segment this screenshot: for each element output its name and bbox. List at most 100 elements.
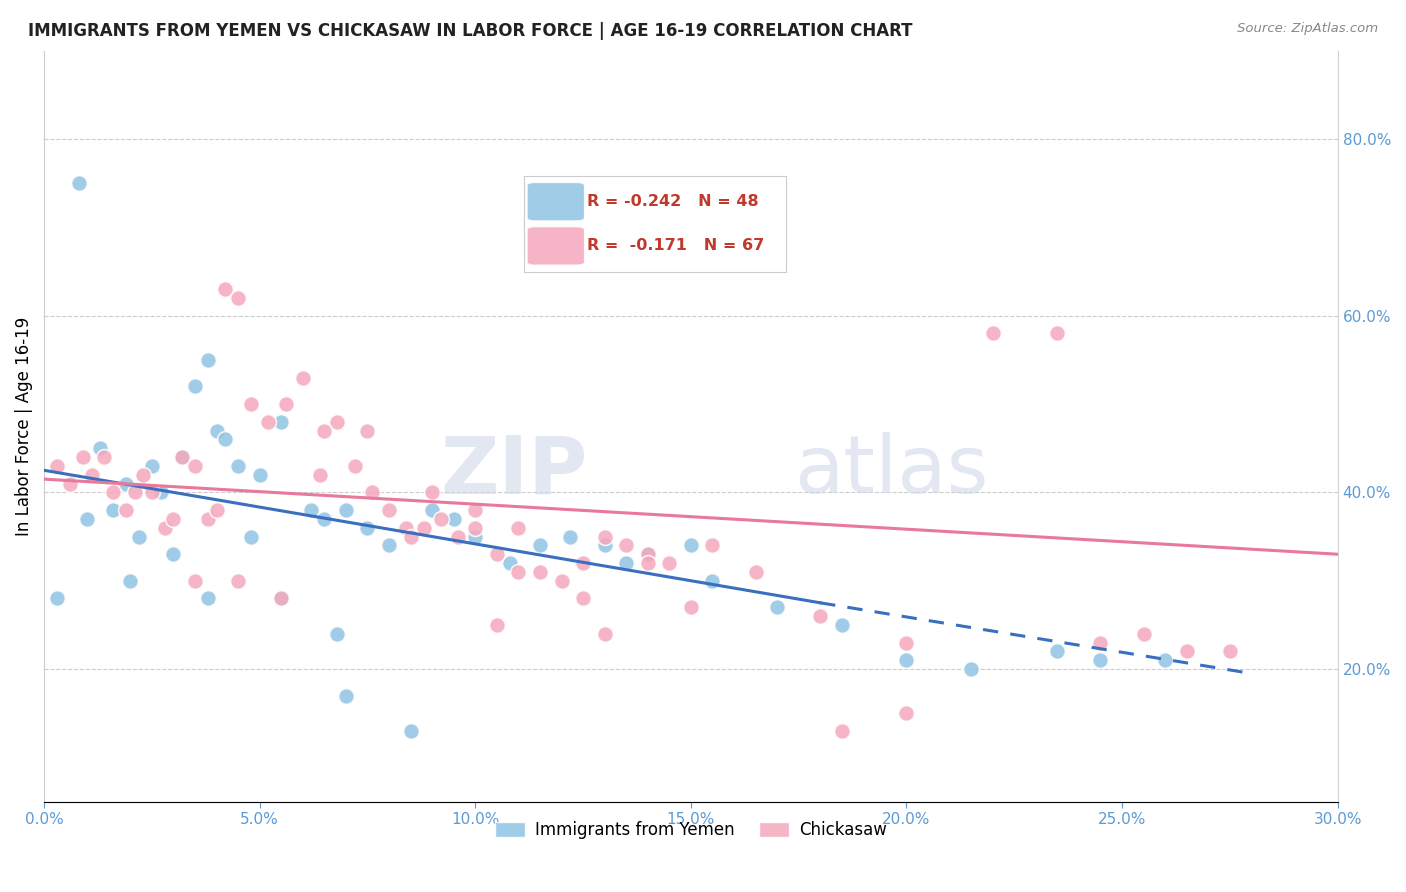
Text: R = -0.242   N = 48: R = -0.242 N = 48 [588, 194, 759, 210]
Point [214, 433, 236, 447]
Point [128, 530, 150, 544]
Point [808, 609, 831, 624]
Point [162, 547, 184, 561]
Point [205, 503, 228, 517]
Point [184, 574, 207, 588]
Point [80, 467, 103, 482]
Point [831, 618, 853, 632]
Point [960, 662, 983, 676]
Point [499, 556, 522, 570]
Point [72, 450, 94, 464]
Point [314, 512, 336, 526]
Point [46, 458, 69, 473]
Point [184, 458, 207, 473]
Point [981, 326, 1004, 341]
Point [46, 591, 69, 606]
Point [270, 591, 292, 606]
Point [67, 176, 90, 190]
Point [399, 723, 422, 738]
Legend: Immigrants from Yemen, Chickasaw: Immigrants from Yemen, Chickasaw [488, 814, 894, 846]
Point [896, 635, 918, 649]
Point [249, 467, 271, 482]
Point [326, 415, 349, 429]
Point [356, 521, 378, 535]
Point [1046, 326, 1069, 341]
Point [1090, 653, 1112, 667]
Point [153, 521, 176, 535]
Point [301, 503, 323, 517]
Point [141, 458, 163, 473]
Point [420, 485, 443, 500]
Point [702, 574, 724, 588]
Point [197, 512, 219, 526]
Point [101, 503, 124, 517]
Point [314, 424, 336, 438]
Point [274, 397, 297, 411]
Point [766, 600, 789, 615]
Point [1132, 626, 1154, 640]
Text: Source: ZipAtlas.com: Source: ZipAtlas.com [1237, 22, 1378, 36]
Point [485, 618, 508, 632]
Point [1175, 644, 1198, 658]
Point [89, 441, 111, 455]
Point [485, 547, 508, 561]
Point [637, 556, 659, 570]
Point [529, 565, 551, 579]
Point [124, 485, 146, 500]
Point [420, 503, 443, 517]
Point [447, 530, 470, 544]
Point [430, 512, 453, 526]
Point [214, 282, 236, 296]
Point [614, 538, 637, 552]
Point [443, 512, 465, 526]
Point [335, 689, 357, 703]
Point [637, 547, 659, 561]
Point [614, 556, 637, 570]
Point [508, 521, 530, 535]
Point [270, 415, 292, 429]
Point [508, 565, 530, 579]
Point [240, 530, 263, 544]
Point [76, 512, 98, 526]
Point [309, 467, 332, 482]
Point [257, 415, 280, 429]
Point [270, 591, 292, 606]
Point [399, 530, 422, 544]
Point [560, 530, 582, 544]
Point [226, 458, 249, 473]
Point [172, 450, 194, 464]
Text: atlas: atlas [794, 433, 988, 510]
Point [550, 574, 572, 588]
Point [226, 574, 249, 588]
Point [59, 476, 82, 491]
Point [1046, 644, 1069, 658]
Point [115, 476, 138, 491]
Point [395, 521, 418, 535]
Point [101, 485, 124, 500]
Point [93, 450, 115, 464]
Point [172, 450, 194, 464]
Point [702, 538, 724, 552]
FancyBboxPatch shape [527, 227, 585, 265]
Point [412, 521, 434, 535]
Text: IMMIGRANTS FROM YEMEN VS CHICKASAW IN LABOR FORCE | AGE 16-19 CORRELATION CHART: IMMIGRANTS FROM YEMEN VS CHICKASAW IN LA… [28, 22, 912, 40]
Point [326, 626, 349, 640]
Point [744, 565, 766, 579]
Point [464, 530, 486, 544]
Point [226, 291, 249, 305]
Point [115, 503, 138, 517]
Point [679, 538, 702, 552]
Point [679, 600, 702, 615]
Text: ZIP: ZIP [440, 433, 588, 510]
Point [593, 626, 616, 640]
Point [197, 352, 219, 367]
Point [132, 467, 155, 482]
Point [378, 538, 401, 552]
Point [162, 512, 184, 526]
Point [141, 485, 163, 500]
Point [593, 530, 616, 544]
Point [572, 556, 595, 570]
Point [831, 723, 853, 738]
Point [572, 591, 595, 606]
Point [896, 653, 918, 667]
